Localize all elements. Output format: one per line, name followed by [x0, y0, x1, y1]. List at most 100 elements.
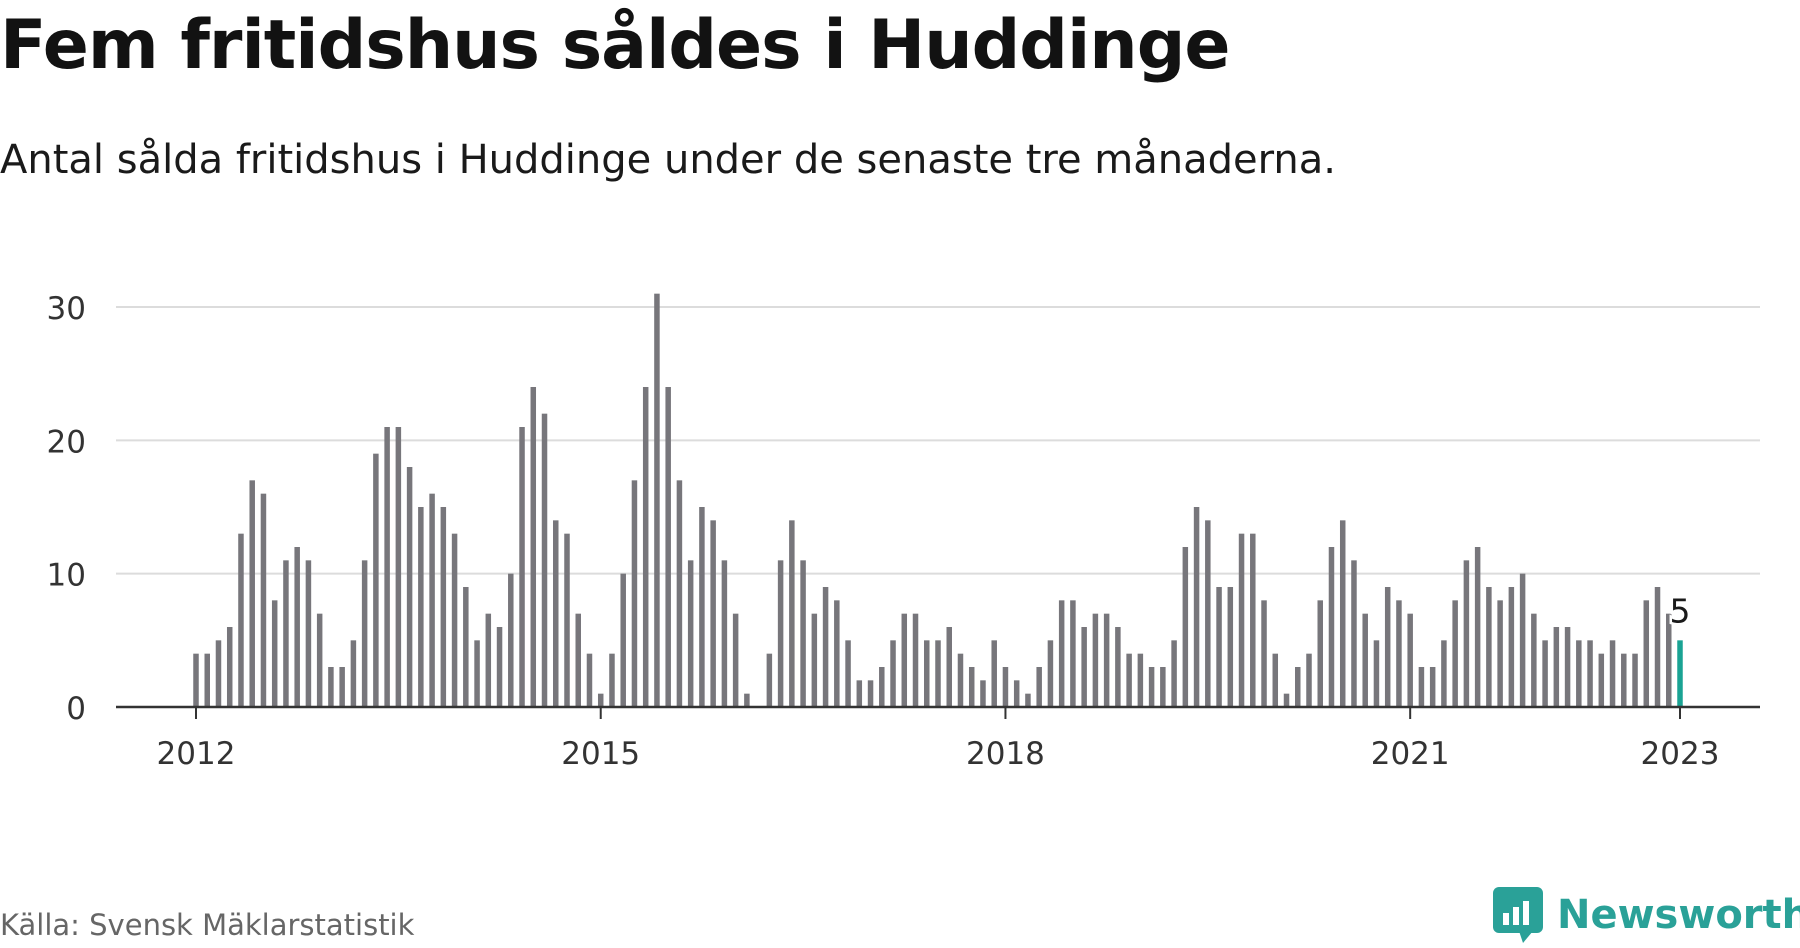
bar [1418, 667, 1425, 707]
bar [631, 480, 638, 707]
bar [361, 560, 368, 707]
bar [226, 627, 233, 707]
bar [1486, 587, 1492, 707]
bar [687, 560, 694, 707]
bar [1171, 640, 1177, 707]
bar [890, 640, 896, 707]
bar [609, 653, 615, 707]
source-note: Källa: Svensk Mäklarstatistik [0, 908, 415, 942]
bar [1092, 613, 1099, 707]
bar [305, 560, 312, 707]
x-tick-label: 2021 [1371, 736, 1450, 772]
bar [699, 507, 705, 707]
bar [1373, 640, 1380, 707]
bar [1036, 667, 1042, 707]
bar [1261, 600, 1267, 707]
bar [1519, 573, 1526, 707]
bar [1182, 547, 1189, 707]
bar [193, 653, 199, 707]
bar [1384, 587, 1391, 707]
bar [564, 533, 570, 707]
y-tick-label: 10 [47, 558, 86, 594]
bar [1553, 627, 1560, 707]
bar [620, 573, 626, 707]
bar [575, 613, 581, 707]
bar [1441, 640, 1447, 707]
bar [485, 613, 492, 707]
x-tick-label: 2012 [157, 736, 236, 772]
bar [1227, 587, 1234, 707]
bar [991, 640, 997, 707]
bar [1058, 600, 1065, 707]
bar [1531, 613, 1537, 707]
bar [1564, 627, 1571, 707]
bar [1328, 547, 1335, 707]
bar [1295, 667, 1301, 707]
bar [1272, 653, 1279, 707]
bar [339, 667, 345, 707]
bar [654, 293, 660, 707]
bar [1160, 667, 1166, 707]
bar [553, 520, 559, 707]
bar [1396, 600, 1402, 707]
bar [328, 667, 334, 707]
bar [935, 640, 941, 707]
bar [1137, 653, 1144, 707]
bar [665, 387, 671, 707]
bar [1070, 600, 1076, 707]
bar [1002, 667, 1009, 707]
bar [1013, 680, 1020, 707]
bar [1576, 640, 1582, 707]
bar [721, 560, 728, 707]
bar [1081, 627, 1087, 707]
bar [418, 507, 424, 707]
bar [912, 613, 919, 707]
bar [1250, 533, 1256, 707]
bar [879, 667, 885, 707]
bar [710, 520, 716, 707]
bar [901, 613, 908, 707]
bar [440, 507, 447, 707]
bar [294, 547, 300, 707]
bar [1283, 693, 1290, 707]
bar [260, 493, 267, 707]
bar [1452, 600, 1458, 707]
bar [1666, 613, 1672, 707]
bar [1654, 587, 1661, 707]
y-tick-label: 0 [66, 691, 86, 727]
bar [1317, 600, 1323, 707]
y-tick-label: 20 [47, 424, 86, 460]
bar [1429, 667, 1436, 707]
bar [1643, 600, 1650, 707]
bar [463, 587, 469, 707]
bar [530, 387, 537, 707]
bar [1193, 507, 1200, 707]
bar [1148, 667, 1155, 707]
bar [1587, 640, 1593, 707]
bar [350, 640, 357, 707]
bar [373, 453, 379, 707]
bar [946, 627, 952, 707]
bar [1238, 533, 1245, 707]
chart-subtitle: Antal sålda fritidshus i Huddinge under … [0, 137, 1336, 183]
bar [1351, 560, 1357, 707]
bar [968, 667, 975, 707]
bar [777, 560, 784, 707]
bar [1306, 653, 1312, 707]
bar [789, 520, 795, 707]
newsworthy-logo[interactable]: Newsworthy [1493, 887, 1800, 943]
brand-name: Newsworthy [1557, 892, 1800, 938]
bar [1047, 640, 1054, 707]
bar [1103, 613, 1110, 707]
bar [1497, 600, 1503, 707]
bar [957, 653, 964, 707]
bar [249, 480, 255, 707]
bar [642, 387, 649, 707]
bar [1598, 653, 1605, 707]
bar [451, 533, 458, 707]
bar-chart: 0 10 20 30 2012 2015 2018 2021 2023 5 [47, 291, 1760, 772]
bar [924, 640, 930, 707]
x-tick-label: 2018 [966, 736, 1045, 772]
bar [271, 600, 278, 707]
bar [496, 627, 503, 707]
